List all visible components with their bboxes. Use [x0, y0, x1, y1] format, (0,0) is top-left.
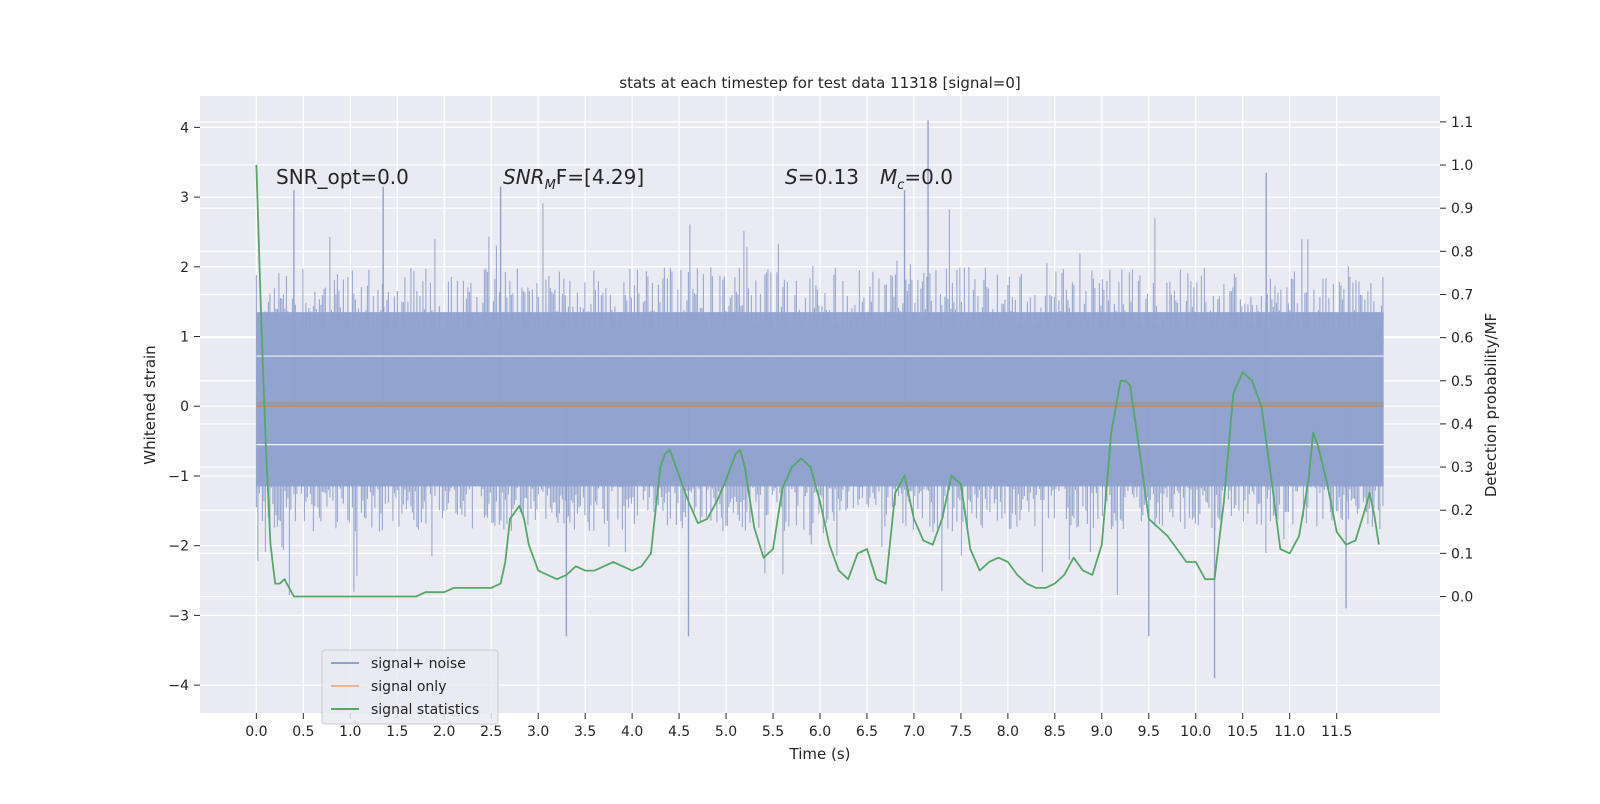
y2-tick-label: 0.8 [1451, 244, 1473, 260]
y2-tick-label: 0.1 [1451, 546, 1473, 562]
y2-tick-label: 0.5 [1451, 374, 1473, 390]
y-tick-label: 3 [180, 190, 189, 206]
x-tick-label: 3.5 [574, 724, 596, 740]
y2-tick-label: 0.7 [1451, 287, 1473, 303]
y-tick-label: 1 [180, 330, 189, 346]
annotation-snr-mf: SNRMF=[4.29] [503, 165, 644, 193]
x-tick-label: 7.5 [950, 724, 972, 740]
x-tick-label: 11.5 [1321, 724, 1352, 740]
x-tick-label: 2.0 [433, 724, 455, 740]
y2-tick-label: 0.6 [1451, 331, 1473, 347]
x-tick-label: 7.0 [903, 724, 925, 740]
x-tick-label: 3.0 [527, 724, 549, 740]
annotation-snr-mf-sub: M [545, 178, 556, 193]
annotation-s: S=0.13 [785, 165, 859, 189]
y-axis-label: Whitened strain [141, 345, 159, 464]
annotation-mc-base: M [880, 165, 897, 189]
noise-spikes [255, 203, 1384, 596]
y-tick-label: 0 [180, 399, 189, 415]
y-tick-label: −4 [168, 678, 189, 694]
x-axis-label: Time (s) [789, 745, 851, 763]
legend-label-signal-noise: signal+ noise [371, 656, 466, 672]
legend-label-signal-only: signal only [371, 679, 446, 695]
y-tick-label: 2 [180, 260, 189, 276]
annotation-snr-mf-tail: F=[4.29] [556, 165, 644, 189]
annotation-s-tail: =0.13 [798, 165, 859, 189]
x-tick-label: 2.5 [480, 724, 502, 740]
x-tick-label: 9.0 [1091, 724, 1113, 740]
y2-tick-label: 1.0 [1451, 158, 1473, 174]
y2-tick-label: 0.4 [1451, 417, 1473, 433]
annotation-s-base: S [785, 165, 798, 189]
y2-axis-label: Detection probability/MF [1482, 313, 1500, 497]
x-tick-label: 4.0 [621, 724, 643, 740]
chart-title: stats at each timestep for test data 113… [619, 74, 1020, 92]
legend-label-signal-statistics: signal statistics [371, 702, 479, 718]
series-signal-only [256, 401, 1384, 407]
x-tick-label: 5.0 [715, 724, 737, 740]
x-tick-label: 1.5 [386, 724, 408, 740]
series-signal-statistics [255, 164, 1380, 598]
axis-ticks: 0.0 0.5 1.0 1.5 2.0 2.5 3.0 3.5 4.0 4.5 5.0 5.5 6.0 6… [168, 115, 1473, 740]
legend: signal+ noise signal only signal statist… [321, 649, 499, 725]
x-tick-label: 0.5 [292, 724, 314, 740]
x-tick-label: 10.0 [1180, 724, 1211, 740]
annotation-mc-sub: c [897, 178, 904, 193]
signal-statistics-line [255, 164, 1380, 598]
x-tick-label: 6.0 [809, 724, 831, 740]
x-tick-label: 0.0 [245, 724, 267, 740]
y2-tick-label: 0.9 [1451, 201, 1473, 217]
x-tick-label: 4.5 [668, 724, 690, 740]
annotation-snr-opt: SNR_opt=0.0 [276, 165, 409, 189]
y2-tick-label: 0.2 [1451, 503, 1473, 519]
annotation-snr-mf-base: SNR [503, 165, 545, 189]
x-tick-label: 8.0 [997, 724, 1019, 740]
x-tick-label: 8.5 [1044, 724, 1066, 740]
x-tick-label: 11.0 [1274, 724, 1305, 740]
x-tick-label: 9.5 [1138, 724, 1160, 740]
y-tick-label: 4 [180, 120, 189, 136]
y-tick-label: −2 [168, 539, 189, 555]
legend-box [321, 649, 499, 725]
y2-tick-label: 0.0 [1451, 590, 1473, 606]
x-tick-label: 6.5 [856, 724, 878, 740]
y-tick-label: −3 [168, 608, 189, 624]
series-signal-noise [255, 120, 1384, 679]
x-tick-label: 1.0 [339, 724, 361, 740]
y2-tick-label: 1.1 [1451, 115, 1473, 131]
x-tick-label: 5.5 [762, 724, 784, 740]
y-tick-label: −1 [168, 469, 189, 485]
annotation-mc-tail: =0.0 [904, 165, 953, 189]
y2-tick-label: 0.3 [1451, 460, 1473, 476]
x-tick-label: 10.5 [1227, 724, 1258, 740]
annotation-mc: Mc=0.0 [880, 165, 953, 193]
